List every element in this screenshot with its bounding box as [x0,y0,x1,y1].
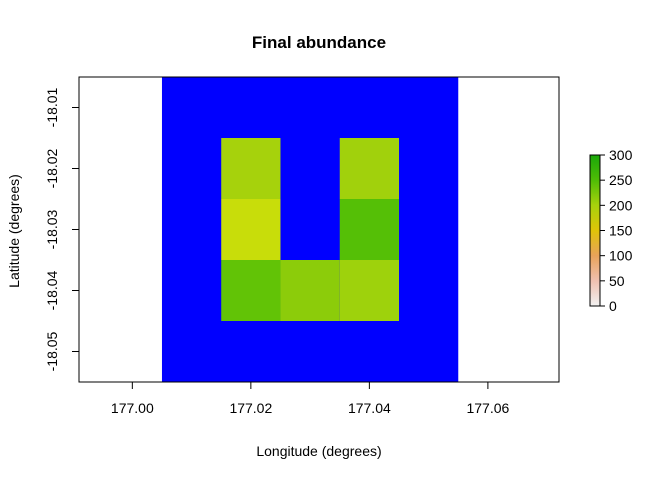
y-tick-label: -18.03 [44,209,60,249]
heatmap-cell-0 [221,138,281,199]
axes: 177.00 177.02 177.04 177.06 -18.01 -18.02 -18.… [44,76,560,416]
x-tick-label: 177.00 [111,400,154,416]
legend-tick-label: 300 [609,147,633,163]
chart-title: Final abundance [252,33,386,52]
x-axis-title: Longitude (degrees) [256,443,381,459]
legend-tick-label: 0 [609,298,617,314]
y-axis-title: Latitude (degrees) [6,174,22,288]
legend-tick-label: 150 [609,223,633,239]
x-tick-label: 177.02 [229,400,272,416]
x-tick-label: 177.04 [348,400,391,416]
plot-area [161,77,459,382]
y-tick-label: -18.02 [44,148,60,188]
x-tick-label: 177.06 [466,400,509,416]
legend-tick-label: 50 [609,273,625,289]
heatmap-cell-4 [221,260,281,321]
heatmap-cell-2 [221,199,281,260]
y-tick-label: -18.04 [44,270,60,310]
legend-tick-label: 200 [609,197,633,213]
y-tick-label: -18.05 [44,331,60,371]
legend-color-bar [589,154,601,307]
heatmap-cell-5 [280,260,340,321]
water-region [161,77,459,382]
y-tick-label: -18.01 [44,87,60,127]
legend-tick-label: 100 [609,248,633,264]
color-legend: 0 50 100 150 200 250 300 [589,147,633,314]
heatmap-cell-3 [339,199,399,260]
heatmap-cell-6 [339,260,399,321]
legend-tick-label: 250 [609,172,633,188]
heatmap-cell-1 [339,138,399,199]
